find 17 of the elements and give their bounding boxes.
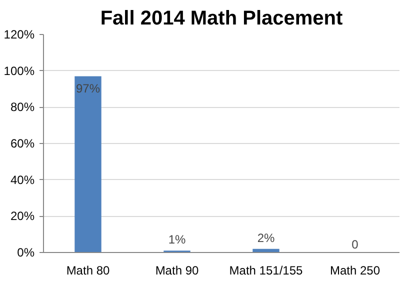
y-tick-label: 0% bbox=[17, 246, 35, 260]
data-label: 1% bbox=[168, 232, 186, 247]
data-label: 0 bbox=[352, 238, 359, 252]
chart-title: Fall 2014 Math Placement bbox=[100, 8, 343, 30]
bar bbox=[74, 76, 102, 252]
x-tick-label: Math 80 bbox=[66, 264, 110, 278]
y-tick-label: 100% bbox=[4, 64, 35, 78]
x-tick-label: Math 151/155 bbox=[229, 264, 304, 278]
y-tick-label: 120% bbox=[4, 28, 35, 42]
y-tick-label: 60% bbox=[10, 136, 35, 150]
x-tick-label: Math 250 bbox=[330, 264, 380, 278]
data-label: 97% bbox=[76, 81, 100, 96]
data-label: 2% bbox=[257, 230, 275, 245]
y-tick-label: 40% bbox=[10, 172, 35, 187]
x-tick-label: Math 90 bbox=[155, 264, 200, 278]
y-tick-label: 20% bbox=[10, 209, 35, 224]
y-tick-label: 80% bbox=[10, 100, 35, 114]
